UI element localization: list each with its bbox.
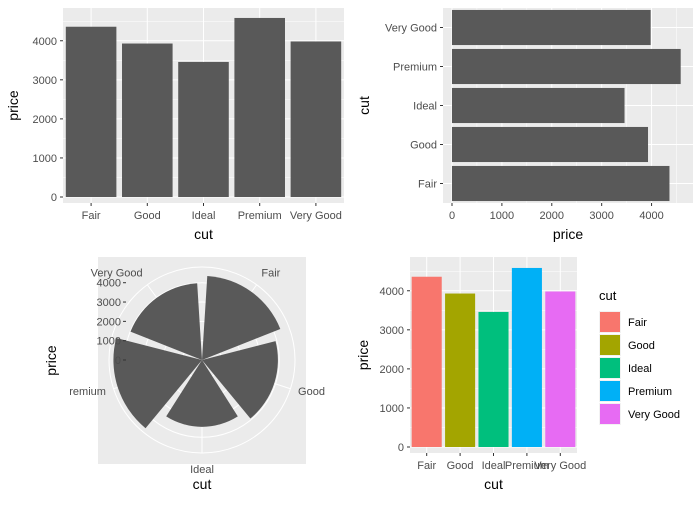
bar-good [122, 43, 173, 197]
x-axis-title: price [553, 226, 584, 242]
y-tick-label: 0 [398, 442, 404, 454]
x-tick-label: Premium [505, 460, 549, 472]
x-tick-label: 1000 [490, 210, 514, 222]
legend-swatch [600, 381, 620, 401]
bar-fair [411, 276, 442, 447]
x-tick-label: Good [447, 460, 474, 472]
r-tick-label: 1000 [97, 336, 121, 348]
r-tick-label: 0 [115, 355, 121, 367]
r-tick-label: 3000 [97, 297, 121, 309]
y-tick-label: Ideal [413, 101, 437, 113]
bar-fair [452, 165, 670, 202]
y-tick-label: 1000 [380, 403, 404, 415]
x-tick-label: 3000 [589, 210, 613, 222]
x-tick-label: 0 [449, 210, 455, 222]
x-tick-label: Very Good [290, 210, 342, 222]
bar-premium [511, 267, 542, 447]
category-label: remium [69, 386, 106, 398]
category-label: Fair [261, 267, 280, 279]
x-tick-label: Premium [238, 210, 282, 222]
wedge-good [202, 341, 278, 419]
y-tick-label: Very Good [385, 23, 437, 35]
legend-label: Fair [628, 317, 647, 329]
y-tick-label: 4000 [380, 286, 404, 298]
category-label: Good [298, 386, 325, 398]
legend-label: Ideal [628, 363, 652, 375]
legend-label: Good [628, 340, 655, 352]
x-tick-label: Fair [82, 210, 101, 222]
x-axis-title: cut [193, 476, 212, 492]
bar-fair [65, 26, 117, 198]
bar-very-good [545, 291, 576, 447]
y-tick-label: Good [410, 140, 437, 152]
r-tick-label: 4000 [97, 278, 121, 290]
x-tick-label: Ideal [192, 210, 216, 222]
legend-label: Premium [628, 386, 672, 398]
bar-very-good [290, 41, 342, 198]
y-tick-label: 1000 [33, 153, 57, 165]
y-tick-label: Fair [418, 179, 437, 191]
legend-title: cut [599, 288, 617, 303]
legend-label: Very Good [628, 409, 680, 421]
y-tick-label: 3000 [380, 325, 404, 337]
x-tick-label: Very Good [534, 460, 586, 472]
bar-very-good [452, 9, 651, 46]
category-label: Ideal [190, 464, 214, 476]
x-tick-label: 2000 [540, 210, 564, 222]
y-tick-label: 3000 [33, 75, 57, 87]
legend-swatch [600, 404, 620, 424]
bar-premium [452, 48, 681, 85]
x-tick-label: Fair [417, 460, 436, 472]
wedge-fair [202, 275, 281, 360]
y-tick-label: 4000 [33, 36, 57, 48]
y-axis-title: price [355, 340, 371, 371]
x-axis-title: cut [484, 476, 503, 492]
y-tick-label: 2000 [380, 364, 404, 376]
wedge-very-good [130, 283, 202, 360]
bar-ideal [178, 61, 229, 198]
bar-premium [234, 17, 285, 197]
y-tick-label: 0 [51, 192, 57, 204]
x-tick-label: Ideal [482, 460, 506, 472]
legend-swatch [600, 312, 620, 332]
legend-swatch [600, 358, 620, 378]
wedge-ideal [166, 360, 238, 427]
x-tick-label: Good [134, 210, 161, 222]
y-axis-title: price [43, 345, 59, 376]
x-axis-title: cut [194, 226, 213, 242]
bar-good [445, 293, 476, 447]
category-label: Very Good [91, 267, 143, 279]
legend-swatch [600, 335, 620, 355]
y-axis-title: cut [356, 96, 372, 115]
wedge-premium [113, 337, 202, 429]
y-tick-label: 2000 [33, 114, 57, 126]
y-axis-title: price [5, 90, 21, 121]
x-tick-label: 4000 [639, 210, 663, 222]
y-tick-label: Premium [393, 62, 437, 74]
r-tick-label: 2000 [97, 316, 121, 328]
bar-ideal [452, 87, 625, 124]
bar-good [452, 126, 649, 163]
bar-ideal [478, 311, 509, 447]
